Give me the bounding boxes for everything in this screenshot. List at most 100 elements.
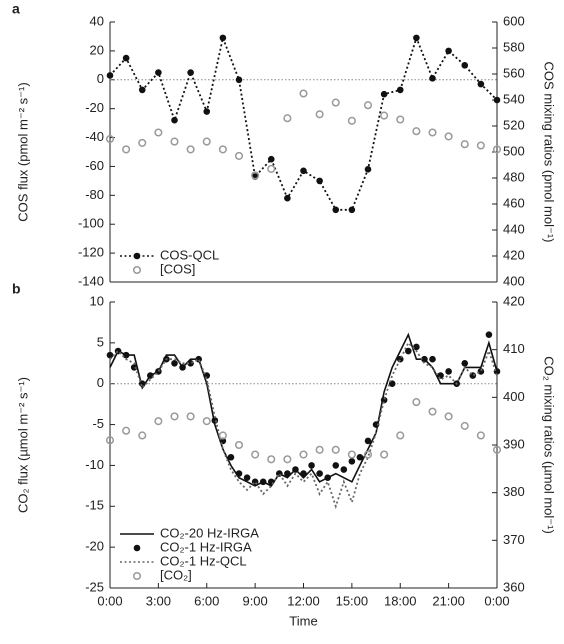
data-point xyxy=(106,72,114,79)
y-tick-label: 20 xyxy=(90,42,104,57)
data-point xyxy=(299,450,308,459)
data-point xyxy=(154,417,163,426)
data-point xyxy=(170,137,179,146)
x-tick-label: 15:00 xyxy=(336,593,369,608)
series-line xyxy=(109,34,498,211)
data-point xyxy=(485,331,493,338)
y2-tick-label: 400 xyxy=(503,273,525,288)
data-point xyxy=(460,140,469,149)
data-point xyxy=(138,431,147,440)
data-point xyxy=(477,80,485,88)
data-point xyxy=(493,96,501,104)
data-point xyxy=(412,398,421,407)
data-point xyxy=(122,145,131,154)
data-point xyxy=(203,108,211,115)
data-point xyxy=(340,466,348,473)
legend-marker xyxy=(133,252,141,260)
data-point xyxy=(106,351,114,359)
y2-axis-label: CO₂ mixing ratios (µmol mol⁻¹) xyxy=(542,356,557,534)
data-point xyxy=(364,437,372,445)
y-tick-label: -5 xyxy=(92,416,104,431)
x-axis-label: Time xyxy=(289,613,317,628)
legend-label: [CO₂] xyxy=(160,567,192,582)
data-point xyxy=(316,177,323,185)
data-point xyxy=(396,115,405,124)
data-point xyxy=(187,69,194,76)
series-line xyxy=(109,332,498,487)
panel-label: b xyxy=(12,281,21,297)
series-line xyxy=(109,341,498,510)
legend-label: COS-QCL xyxy=(160,247,219,262)
data-point xyxy=(356,453,364,461)
data-point xyxy=(122,426,131,435)
y-tick-label: -80 xyxy=(85,187,104,202)
data-point xyxy=(283,455,292,464)
data-point xyxy=(429,75,436,82)
y-tick-label: -20 xyxy=(85,539,104,554)
data-point xyxy=(267,478,275,486)
y-tick-label: -10 xyxy=(85,457,104,472)
y-tick-label: 10 xyxy=(90,293,104,308)
data-point xyxy=(211,417,219,424)
data-point xyxy=(331,98,340,107)
data-point xyxy=(332,462,340,469)
data-point xyxy=(235,470,243,477)
data-point xyxy=(122,351,130,359)
x-tick-label: 21:00 xyxy=(432,593,465,608)
data-point xyxy=(171,359,178,367)
data-point xyxy=(138,86,146,94)
y2-axis-label: COS mixing ratios (pmol mol⁻¹) xyxy=(542,62,557,243)
data-point xyxy=(267,164,276,173)
data-point xyxy=(363,450,373,459)
data-point xyxy=(186,412,195,421)
data-point xyxy=(259,478,267,486)
y-tick-label: -40 xyxy=(85,129,104,144)
data-point xyxy=(461,359,469,367)
data-point xyxy=(412,127,421,136)
y2-tick-label: 480 xyxy=(503,169,525,184)
data-point xyxy=(300,167,307,175)
data-point xyxy=(315,110,324,119)
data-point xyxy=(428,128,437,137)
y-tick-label: -25 xyxy=(85,579,104,594)
data-point xyxy=(243,474,251,481)
y2-tick-label: 440 xyxy=(503,221,525,236)
data-point xyxy=(122,54,130,62)
y2-tick-label: 500 xyxy=(503,143,525,158)
data-point xyxy=(428,407,437,416)
y2-tick-label: 390 xyxy=(503,436,525,451)
y-tick-label: -20 xyxy=(85,100,104,115)
data-point xyxy=(299,89,308,98)
data-point xyxy=(171,116,178,124)
data-point xyxy=(267,155,275,163)
data-point xyxy=(235,76,243,84)
data-point xyxy=(218,145,227,154)
data-point xyxy=(218,431,227,440)
data-point xyxy=(492,145,502,154)
data-point xyxy=(179,364,186,371)
legend-marker xyxy=(132,571,142,581)
y-tick-label: -15 xyxy=(85,498,104,513)
data-point xyxy=(155,69,162,76)
data-point xyxy=(380,111,389,120)
data-point xyxy=(324,474,331,481)
data-point xyxy=(154,128,163,137)
data-point xyxy=(283,114,292,123)
x-tick-label: 9:00 xyxy=(242,593,267,608)
data-point xyxy=(284,194,291,202)
data-point xyxy=(267,455,276,464)
data-point xyxy=(130,364,138,371)
y-tick-label: -140 xyxy=(78,273,104,288)
data-point xyxy=(429,355,436,363)
y-axis-label: COS flux (pmol m⁻² s⁻¹) xyxy=(15,82,30,221)
y2-tick-label: 410 xyxy=(503,341,525,356)
data-point xyxy=(234,440,244,450)
data-point xyxy=(445,368,452,375)
y2-tick-label: 370 xyxy=(503,532,525,547)
panel-label: a xyxy=(12,1,20,17)
y2-tick-label: 520 xyxy=(503,117,525,132)
x-tick-label: 3:00 xyxy=(146,593,171,608)
legend-marker xyxy=(133,544,141,552)
y-tick-label: -60 xyxy=(85,158,104,173)
